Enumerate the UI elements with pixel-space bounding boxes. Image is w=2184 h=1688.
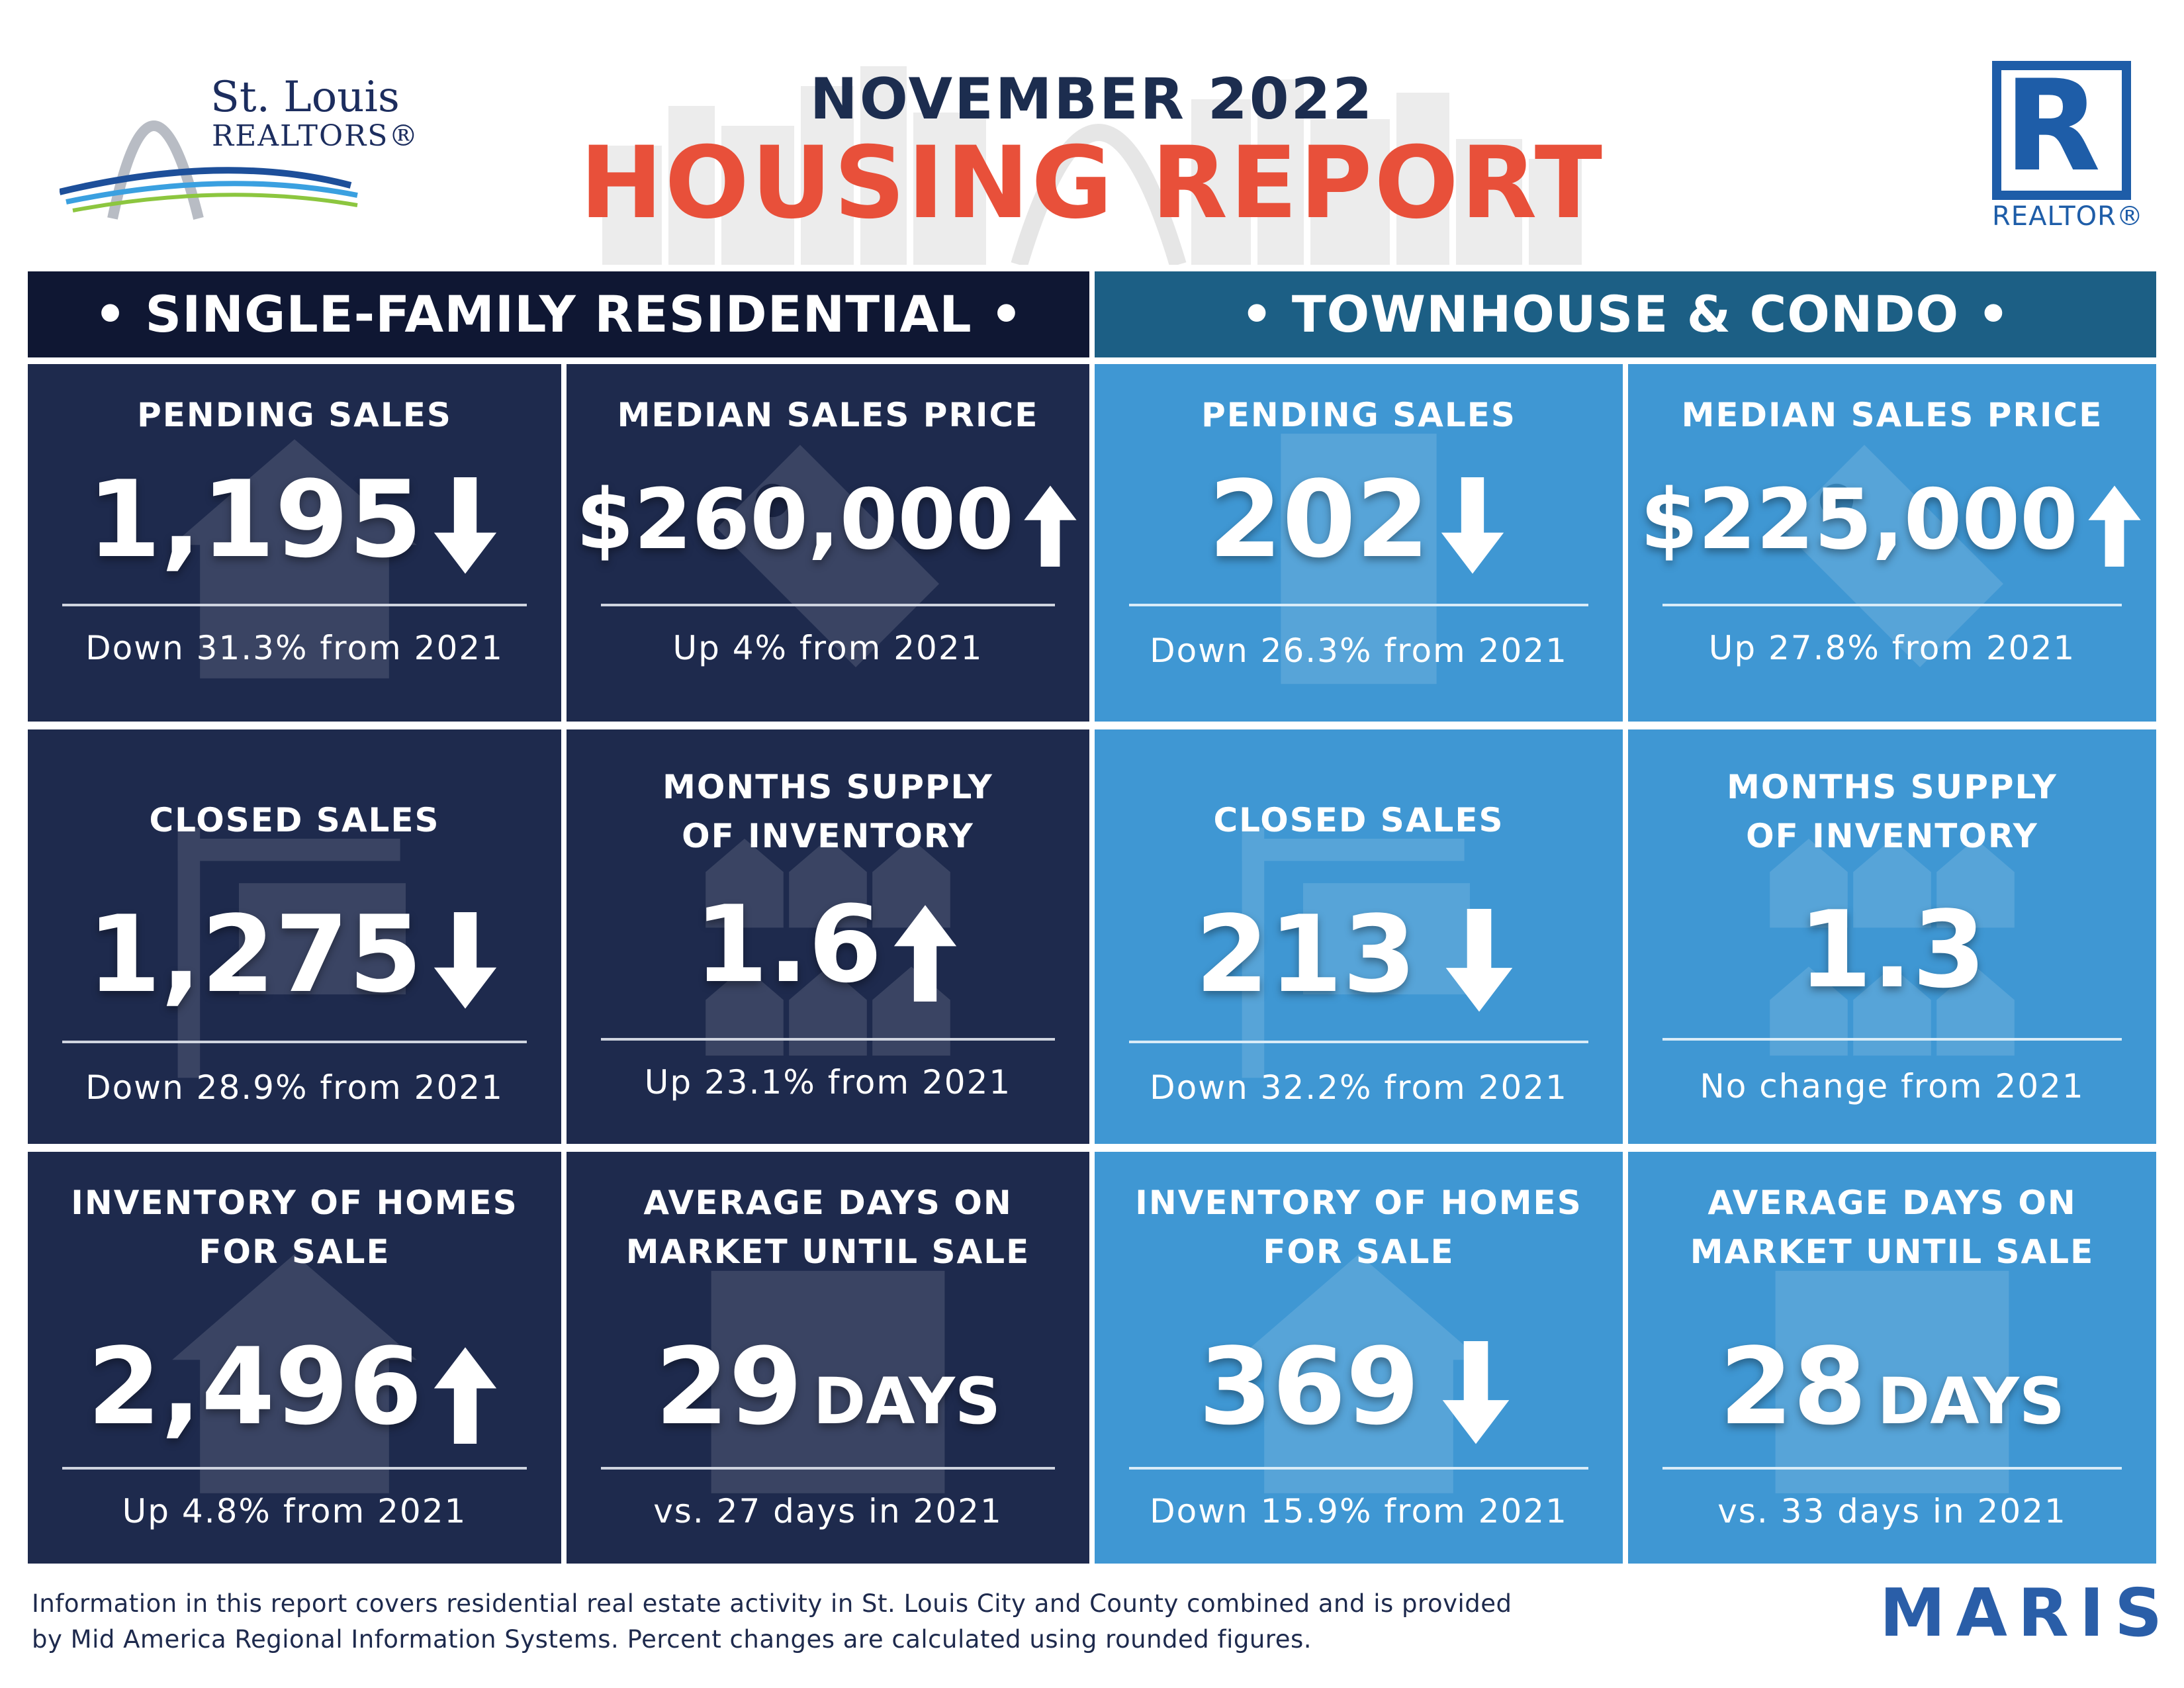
report-month-title: NOVEMBER 2022	[809, 66, 1375, 132]
sf-closed-sales-card: CLOSED SALES 1,275 Down 28.9% from 2021	[28, 729, 561, 1144]
divider	[62, 604, 527, 606]
gateway-arch-icon	[60, 120, 358, 220]
change-text: Down 28.9% from 2021	[85, 1068, 504, 1107]
divider	[1129, 1467, 1588, 1470]
metric-label: PENDING SALES	[137, 396, 452, 434]
divider	[62, 1467, 527, 1470]
realtor-r-block-icon: R	[1992, 53, 2131, 200]
metric-label-line2: OF INVENTORY	[1746, 817, 2038, 855]
sf-inventory-card: INVENTORY OF HOMES FOR SALE 2,496 Up 4.8…	[28, 1152, 561, 1564]
sf-median-price-card: MEDIAN SALES PRICE $260,000 Up 4% from 2…	[567, 364, 1089, 722]
metric-label: CLOSED SALES	[149, 801, 440, 839]
metric-unit: DAYS	[813, 1364, 1001, 1438]
tc-closed-sales-card: CLOSED SALES 213 Down 32.2% from 2021	[1095, 729, 1623, 1144]
divider	[601, 1467, 1055, 1470]
sf-months-supply-card: MONTHS SUPPLY OF INVENTORY 1.6 Up 23.1% …	[567, 729, 1089, 1144]
change-text: Up 4% from 2021	[672, 629, 983, 667]
metric-label-line2: MARKET UNTIL SALE	[1690, 1233, 2095, 1271]
arrow-down-icon	[429, 477, 502, 577]
metric-label-line1: INVENTORY OF HOMES	[71, 1184, 518, 1222]
arrow-down-icon	[1436, 909, 1522, 1015]
metric-label-line1: INVENTORY OF HOMES	[1135, 1184, 1582, 1222]
metric-value: 28	[1719, 1325, 1867, 1448]
footer-note-line2: by Mid America Regional Information Syst…	[32, 1625, 1312, 1654]
metric-value: 202	[1208, 457, 1430, 581]
realtor-wordmark: REALTOR®	[1992, 201, 2144, 232]
arrow-up-icon	[2085, 475, 2144, 575]
metric-label-line1: AVERAGE DAYS ON	[1707, 1184, 2077, 1222]
tc-median-price-card: MEDIAN SALES PRICE $225,000 Up 27.8% fro…	[1628, 364, 2156, 722]
sf-days-on-market-card: AVERAGE DAYS ON MARKET UNTIL SALE 29 DAYS…	[567, 1152, 1089, 1564]
metric-label-line2: FOR SALE	[1263, 1233, 1455, 1271]
arrow-up-icon	[429, 1344, 502, 1444]
metric-label-line2: MARKET UNTIL SALE	[625, 1233, 1030, 1271]
metric-label-line1: MONTHS SUPPLY	[1727, 768, 2058, 806]
section-header-townhouse-condo: • TOWNHOUSE & CONDO •	[1095, 271, 2156, 357]
logo-org-name-line2: REALTORS®	[212, 119, 420, 153]
change-text: Down 15.9% from 2021	[1150, 1492, 1568, 1530]
metric-value: 2,496	[87, 1325, 423, 1448]
change-text: Down 26.3% from 2021	[1150, 632, 1568, 670]
metric-value: 369	[1199, 1325, 1420, 1448]
divider	[1662, 1038, 2122, 1041]
change-text: Down 32.2% from 2021	[1150, 1068, 1568, 1107]
metric-label: CLOSED SALES	[1213, 801, 1504, 839]
metric-label: MEDIAN SALES PRICE	[617, 396, 1039, 434]
metric-value: 1.3	[1798, 888, 1986, 1011]
divider	[1662, 1467, 2122, 1470]
metric-label-line1: MONTHS SUPPLY	[662, 768, 993, 806]
maris-logo: MARIS	[1880, 1574, 2173, 1652]
divider	[601, 604, 1055, 606]
arrow-down-icon	[429, 912, 502, 1011]
metric-label-line2: FOR SALE	[199, 1233, 390, 1271]
arrow-up-icon	[889, 902, 962, 1002]
divider	[601, 1038, 1055, 1041]
change-text: Up 23.1% from 2021	[644, 1063, 1012, 1102]
change-text: vs. 27 days in 2021	[653, 1492, 1003, 1530]
change-text: Up 4.8% from 2021	[122, 1492, 467, 1530]
metric-value: 1,275	[87, 892, 423, 1016]
metric-label: MEDIAN SALES PRICE	[1681, 396, 2103, 434]
arrow-down-icon	[1436, 477, 1509, 577]
metric-value: $225,000	[1640, 471, 2078, 568]
divider	[62, 1041, 527, 1043]
change-text: Down 31.3% from 2021	[85, 629, 504, 667]
divider	[1662, 604, 2122, 606]
metric-label-line1: AVERAGE DAYS ON	[643, 1184, 1013, 1222]
realtor-logo: R REALTOR®	[1992, 53, 2144, 233]
arrow-up-icon	[1021, 475, 1080, 575]
realtor-r-mark: R	[2003, 53, 2101, 199]
city-skyline-graphic	[602, 66, 1582, 265]
change-text: Up 27.8% from 2021	[1708, 629, 2076, 667]
report-main-title: HOUSING REPORT	[579, 126, 1605, 241]
divider	[1129, 1041, 1588, 1043]
divider	[1129, 604, 1588, 606]
footer-note: Information in this report covers reside…	[32, 1586, 1620, 1658]
section-header-single-family: • SINGLE-FAMILY RESIDENTIAL •	[28, 271, 1089, 357]
metric-unit: DAYS	[1877, 1364, 2066, 1438]
footer-note-line1: Information in this report covers reside…	[32, 1589, 1512, 1618]
arrow-down-icon	[1433, 1341, 1519, 1447]
tc-pending-sales-card: PENDING SALES 202 Down 26.3% from 2021	[1095, 364, 1623, 722]
metric-label-line2: OF INVENTORY	[682, 817, 974, 855]
logo-org-name-line1: St. Louis	[210, 73, 400, 122]
metric-value: 213	[1195, 892, 1416, 1016]
change-text: vs. 33 days in 2021	[1717, 1492, 2067, 1530]
metric-value: 1.6	[694, 882, 882, 1006]
sf-pending-sales-card: PENDING SALES 1,195 Down 31.3% from 2021	[28, 364, 561, 722]
change-text: No change from 2021	[1700, 1067, 2085, 1105]
metric-value: 1,195	[87, 457, 423, 581]
tc-inventory-card: INVENTORY OF HOMES FOR SALE 369 Down 15.…	[1095, 1152, 1623, 1564]
metric-label: PENDING SALES	[1201, 396, 1516, 434]
tc-months-supply-card: MONTHS SUPPLY OF INVENTORY 1.3 No change…	[1628, 729, 2156, 1144]
metric-value: 29	[655, 1325, 803, 1448]
tc-days-on-market-card: AVERAGE DAYS ON MARKET UNTIL SALE 28 DAYS…	[1628, 1152, 2156, 1564]
metric-value: $260,000	[576, 471, 1014, 568]
st-louis-realtors-logo: St. Louis REALTORS®	[60, 60, 430, 232]
